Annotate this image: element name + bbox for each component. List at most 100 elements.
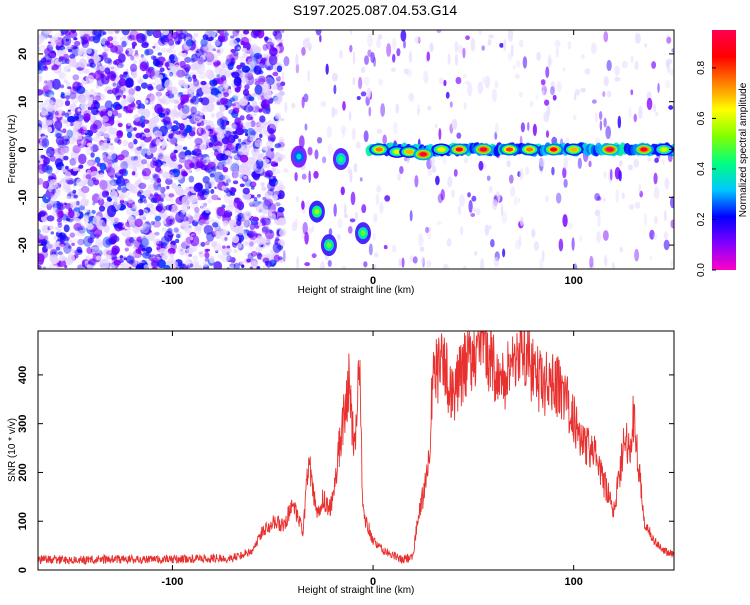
noise-speckle bbox=[77, 108, 81, 112]
streak-speckle bbox=[351, 127, 356, 141]
noise-speckle bbox=[222, 164, 226, 168]
noise-speckle bbox=[85, 174, 92, 180]
noise-speckle bbox=[216, 61, 220, 65]
streak-speckle bbox=[459, 194, 465, 207]
noise-speckle bbox=[105, 256, 110, 260]
streak-speckle bbox=[518, 234, 522, 248]
streak-speckle bbox=[488, 185, 493, 194]
streak-speckle bbox=[295, 63, 300, 74]
noise-speckle bbox=[140, 158, 148, 165]
noise-speckle bbox=[134, 190, 138, 195]
noise-speckle bbox=[85, 74, 95, 84]
noise-speckle bbox=[129, 63, 138, 72]
noise-speckle bbox=[256, 75, 261, 81]
noise-speckle bbox=[149, 142, 155, 149]
spectrogram-x-tick-label: -100 bbox=[161, 275, 183, 287]
hot-spot bbox=[660, 147, 668, 152]
streak-speckle bbox=[331, 72, 338, 82]
noise-speckle bbox=[198, 71, 207, 80]
noise-speckle bbox=[162, 171, 170, 179]
noise-speckle bbox=[198, 219, 207, 228]
streak-speckle bbox=[481, 45, 485, 51]
noise-speckle bbox=[207, 167, 217, 176]
streak-speckle bbox=[364, 55, 369, 66]
noise-speckle bbox=[81, 186, 90, 194]
noise-speckle bbox=[38, 64, 41, 69]
noise-speckle bbox=[253, 197, 258, 202]
noise-speckle bbox=[272, 189, 280, 196]
noise-speckle bbox=[208, 217, 215, 223]
streak-speckle bbox=[453, 168, 458, 177]
noise-speckle bbox=[38, 180, 41, 186]
noise-speckle bbox=[165, 48, 173, 53]
noise-speckle bbox=[243, 30, 250, 35]
streak-speckle bbox=[536, 51, 541, 61]
noise-speckle bbox=[251, 194, 255, 199]
noise-speckle bbox=[177, 244, 187, 255]
noise-speckle bbox=[161, 227, 167, 232]
streak-speckle bbox=[313, 170, 319, 179]
streak-speckle bbox=[558, 238, 564, 252]
noise-speckle bbox=[61, 179, 65, 182]
noise-speckle bbox=[206, 120, 214, 130]
noise-speckle bbox=[84, 30, 90, 33]
noise-speckle bbox=[40, 57, 47, 63]
noise-speckle bbox=[226, 177, 232, 183]
noise-speckle bbox=[171, 168, 181, 178]
streak-speckle bbox=[301, 46, 306, 56]
noise-speckle bbox=[101, 154, 107, 159]
snr-y-tick-label: 400 bbox=[17, 366, 29, 384]
noise-speckle bbox=[249, 181, 257, 188]
noise-speckle bbox=[249, 241, 254, 247]
snr-y-tick-label: 0 bbox=[17, 567, 29, 573]
snr-x-tick-label: 0 bbox=[370, 576, 376, 588]
noise-speckle bbox=[253, 52, 263, 60]
noise-speckle bbox=[186, 264, 190, 269]
noise-speckle bbox=[164, 79, 173, 90]
noise-speckle bbox=[82, 68, 90, 74]
streak-speckle bbox=[463, 73, 467, 79]
noise-speckle bbox=[44, 80, 48, 84]
streak-speckle bbox=[327, 143, 333, 156]
noise-speckle bbox=[223, 92, 230, 98]
streak-speckle bbox=[471, 195, 477, 202]
streak-speckle bbox=[603, 197, 606, 202]
noise-speckle bbox=[255, 148, 261, 153]
noise-speckle bbox=[230, 48, 237, 53]
streak-speckle bbox=[454, 53, 459, 67]
noise-speckle bbox=[108, 264, 116, 269]
noise-speckle bbox=[114, 88, 124, 99]
hot-spot bbox=[549, 147, 558, 152]
side-blob-peak bbox=[314, 208, 320, 215]
noise-speckle bbox=[67, 86, 72, 90]
noise-speckle bbox=[228, 219, 238, 227]
noise-speckle bbox=[58, 180, 63, 185]
noise-speckle bbox=[121, 229, 131, 237]
noise-speckle bbox=[112, 35, 118, 41]
streak-speckle bbox=[347, 226, 353, 234]
noise-speckle bbox=[261, 186, 267, 192]
noise-speckle bbox=[192, 255, 199, 262]
streak-speckle bbox=[356, 95, 361, 101]
noise-speckle bbox=[145, 246, 153, 254]
noise-speckle bbox=[224, 194, 228, 198]
streak-speckle bbox=[634, 31, 638, 45]
noise-speckle bbox=[211, 194, 219, 201]
noise-speckle bbox=[165, 204, 173, 211]
noise-speckle bbox=[122, 224, 126, 228]
streak-speckle bbox=[436, 220, 442, 225]
streak-speckle bbox=[447, 53, 451, 65]
noise-speckle bbox=[221, 62, 227, 69]
streak-speckle bbox=[379, 201, 384, 214]
streak-speckle bbox=[360, 91, 367, 97]
noise-speckle bbox=[241, 161, 249, 168]
noise-speckle bbox=[281, 30, 285, 33]
streak-speckle bbox=[307, 227, 313, 234]
noise-speckle bbox=[127, 160, 137, 170]
streak-speckle bbox=[621, 192, 625, 199]
noise-speckle bbox=[47, 41, 52, 44]
noise-speckle bbox=[178, 157, 187, 164]
streak-speckle bbox=[420, 256, 426, 265]
streak-speckle bbox=[291, 221, 298, 232]
noise-speckle bbox=[47, 185, 54, 193]
